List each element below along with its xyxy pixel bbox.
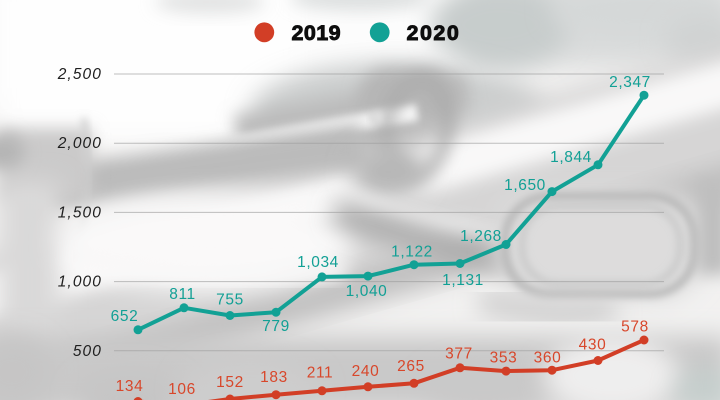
svg-text:755: 755 <box>216 292 244 309</box>
svg-text:106: 106 <box>168 381 196 398</box>
svg-text:2019: 2019 <box>292 21 341 45</box>
svg-text:2,347: 2,347 <box>609 74 651 91</box>
svg-text:2,000: 2,000 <box>57 135 102 152</box>
svg-text:1,268: 1,268 <box>460 228 502 245</box>
svg-text:1,844: 1,844 <box>550 149 592 166</box>
svg-text:652: 652 <box>111 308 139 325</box>
svg-text:500: 500 <box>73 343 102 360</box>
svg-text:360: 360 <box>534 350 562 367</box>
svg-text:265: 265 <box>397 358 425 375</box>
svg-text:353: 353 <box>490 350 518 367</box>
svg-text:811: 811 <box>169 286 196 303</box>
svg-text:2020: 2020 <box>407 21 461 45</box>
svg-text:578: 578 <box>621 319 649 336</box>
svg-text:134: 134 <box>116 378 144 395</box>
svg-text:779: 779 <box>262 318 290 335</box>
svg-text:1,034: 1,034 <box>297 254 339 271</box>
svg-text:1,040: 1,040 <box>346 283 388 300</box>
svg-text:240: 240 <box>352 363 380 380</box>
svg-text:430: 430 <box>579 337 607 354</box>
svg-text:2,500: 2,500 <box>57 66 102 83</box>
svg-text:183: 183 <box>260 369 288 386</box>
svg-text:211: 211 <box>307 365 334 382</box>
svg-text:1,650: 1,650 <box>504 177 546 194</box>
svg-text:1,122: 1,122 <box>391 244 433 261</box>
svg-text:1,000: 1,000 <box>58 274 102 291</box>
svg-text:1,500: 1,500 <box>58 204 102 221</box>
svg-text:152: 152 <box>216 374 244 391</box>
svg-text:377: 377 <box>445 346 473 363</box>
svg-text:1,131: 1,131 <box>442 272 484 289</box>
